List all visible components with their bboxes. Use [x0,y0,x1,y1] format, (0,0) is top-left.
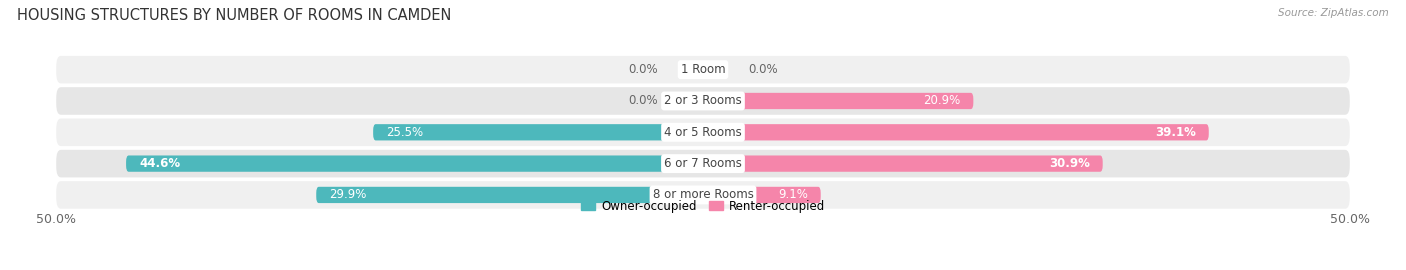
FancyBboxPatch shape [56,150,1350,177]
Text: 6 or 7 Rooms: 6 or 7 Rooms [664,157,742,170]
FancyBboxPatch shape [56,119,1350,146]
FancyBboxPatch shape [56,87,1350,115]
FancyBboxPatch shape [373,124,703,140]
Text: 8 or more Rooms: 8 or more Rooms [652,188,754,201]
Text: 0.0%: 0.0% [628,94,658,107]
Text: 9.1%: 9.1% [778,188,808,201]
FancyBboxPatch shape [703,187,821,203]
Text: 30.9%: 30.9% [1049,157,1090,170]
Text: HOUSING STRUCTURES BY NUMBER OF ROOMS IN CAMDEN: HOUSING STRUCTURES BY NUMBER OF ROOMS IN… [17,8,451,23]
Text: 25.5%: 25.5% [387,126,423,139]
FancyBboxPatch shape [56,181,1350,209]
FancyBboxPatch shape [703,156,1102,172]
Text: 29.9%: 29.9% [329,188,367,201]
Text: 4 or 5 Rooms: 4 or 5 Rooms [664,126,742,139]
Text: 1 Room: 1 Room [681,63,725,76]
Text: Source: ZipAtlas.com: Source: ZipAtlas.com [1278,8,1389,18]
FancyBboxPatch shape [703,93,973,109]
Legend: Owner-occupied, Renter-occupied: Owner-occupied, Renter-occupied [576,195,830,217]
Text: 0.0%: 0.0% [748,63,778,76]
Text: 20.9%: 20.9% [924,94,960,107]
FancyBboxPatch shape [127,156,703,172]
FancyBboxPatch shape [703,124,1209,140]
Text: 2 or 3 Rooms: 2 or 3 Rooms [664,94,742,107]
Text: 39.1%: 39.1% [1154,126,1197,139]
Text: 0.0%: 0.0% [628,63,658,76]
FancyBboxPatch shape [56,56,1350,83]
Text: 44.6%: 44.6% [139,157,180,170]
FancyBboxPatch shape [316,187,703,203]
